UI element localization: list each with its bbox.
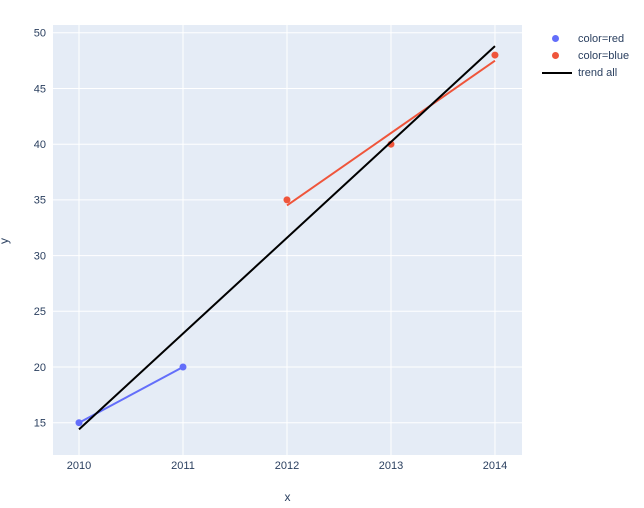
legend-label: color=blue (578, 49, 630, 62)
data-point[interactable] (179, 363, 187, 371)
plot-background (53, 25, 522, 455)
data-point[interactable] (491, 51, 499, 59)
y-tick-label: 15 (34, 418, 46, 430)
series-trend-line (286, 59, 496, 207)
y-tick-label: 30 (34, 250, 46, 262)
legend-label: trend all (578, 66, 618, 79)
legend-item-color-red[interactable]: color=red (542, 30, 629, 47)
y-tick-label: 50 (34, 28, 46, 40)
y-tick-label: 25 (34, 306, 46, 318)
legend-dot-icon (542, 52, 576, 59)
x-tick-label: 2012 (275, 460, 299, 472)
legend-label: color=red (578, 32, 625, 45)
y-axis-title: y (0, 141, 11, 341)
x-tick-label: 2014 (483, 460, 507, 472)
legend-dot-icon (542, 35, 576, 42)
x-tick-label: 2013 (379, 460, 403, 472)
y-tick-label: 35 (34, 195, 46, 207)
legend: color=red color=blue trend all (542, 30, 629, 81)
x-axis-title: x (284, 490, 291, 504)
y-tick-label: 20 (34, 362, 46, 374)
x-tick-label: 2010 (67, 460, 91, 472)
data-point[interactable] (283, 196, 291, 204)
x-tick-label: 2011 (171, 460, 195, 472)
legend-line-icon (542, 71, 576, 74)
data-point[interactable] (75, 419, 83, 427)
y-tick-label: 45 (34, 83, 46, 95)
y-tick-label: 40 (34, 139, 46, 151)
legend-item-trend-all[interactable]: trend all (542, 64, 629, 81)
legend-item-color-blue[interactable]: color=blue (542, 47, 629, 64)
series-trend-line (78, 45, 496, 431)
